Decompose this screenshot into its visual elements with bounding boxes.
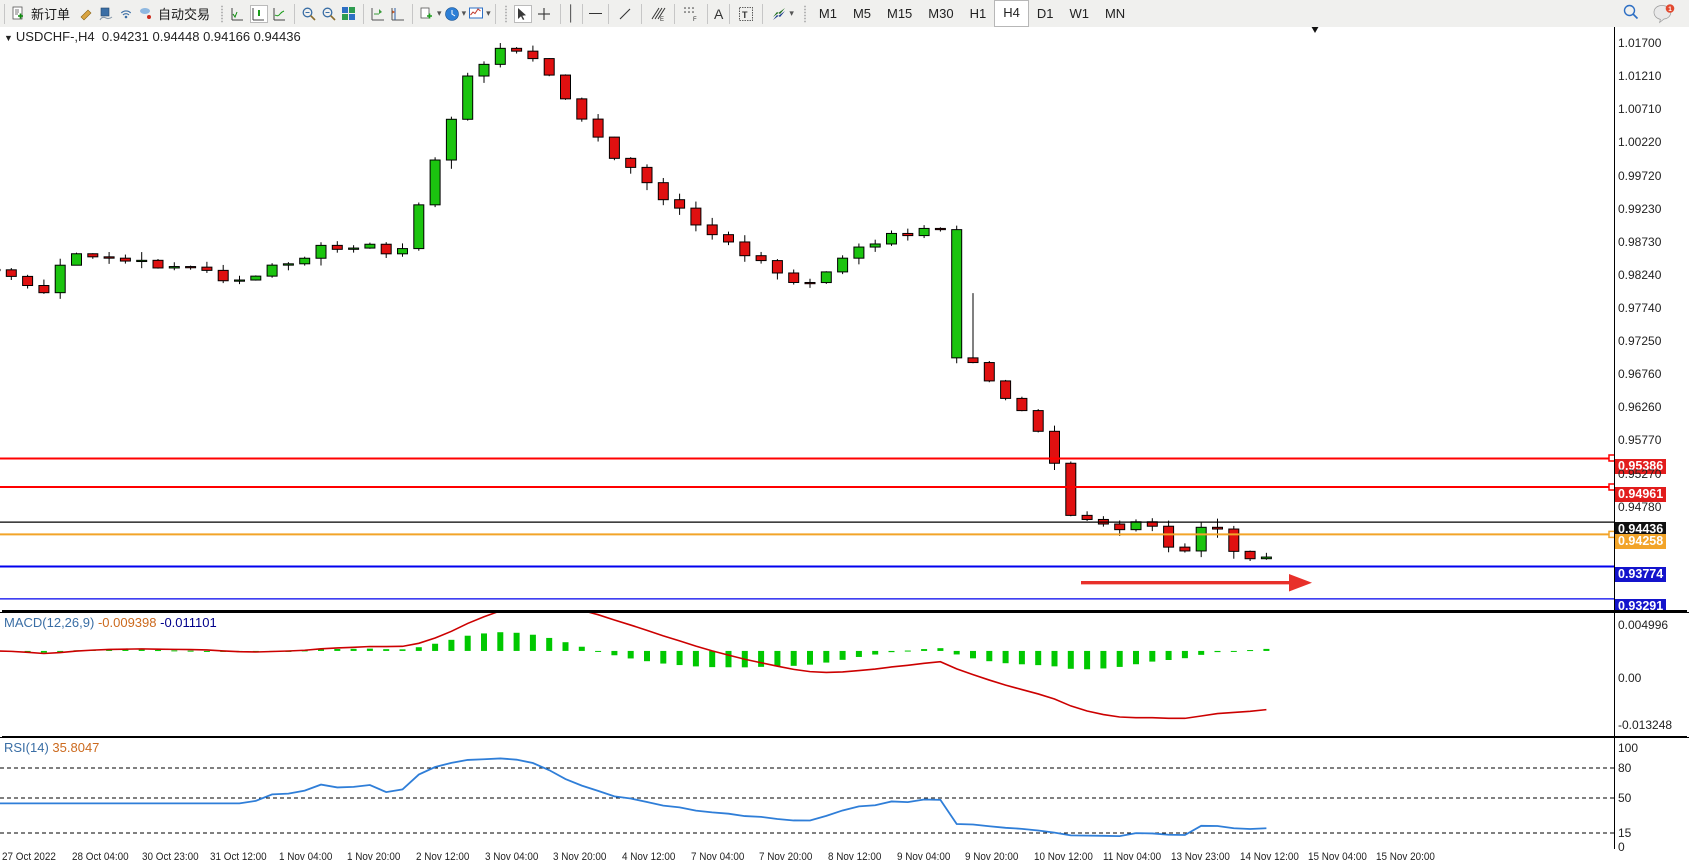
svg-text:E: E [660,17,664,22]
svg-text:F: F [693,17,697,22]
svg-text:T: T [742,10,748,20]
svg-text:1: 1 [1668,6,1672,13]
